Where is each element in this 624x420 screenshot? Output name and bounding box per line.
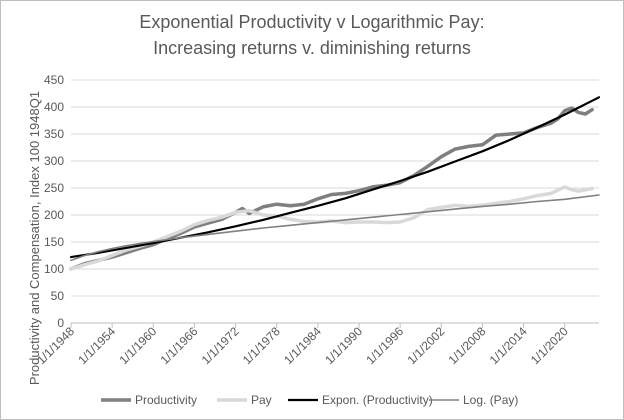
x-tick-label-2002: 1/1/2002	[404, 324, 447, 367]
x-tick-label-2020: 1/1/2020	[528, 324, 571, 367]
y-tick-label-200: 200	[44, 208, 64, 222]
x-tick-label-1978: 1/1/1978	[240, 324, 283, 367]
y-tick-label-250: 250	[44, 181, 64, 195]
x-tick-label-1966: 1/1/1966	[158, 324, 201, 367]
x-tick-label-1984: 1/1/1984	[281, 324, 324, 367]
y-axis-label: Productivity and Compensation, Index 100…	[27, 91, 42, 385]
series-pay	[69, 185, 594, 271]
chart-title: Exponential Productivity v Logarithmic P…	[139, 12, 484, 58]
chart-title-line-1: Exponential Productivity v Logarithmic P…	[139, 12, 484, 32]
y-tick-label-300: 300	[44, 154, 64, 168]
series-expon-productivity	[69, 96, 601, 259]
x-tick-label-2014: 1/1/2014	[487, 324, 530, 367]
legend-label-expon-productivity: Expon. (Productivity)	[322, 393, 433, 407]
x-tick-label-1996: 1/1/1996	[363, 324, 406, 367]
y-tick-label-400: 400	[44, 100, 64, 114]
y-tick-label-450: 450	[44, 73, 64, 87]
x-tick-label-1972: 1/1/1972	[199, 324, 242, 367]
x-tick-label-1960: 1/1/1960	[116, 324, 159, 367]
y-tick-label-50: 50	[51, 289, 65, 303]
legend: Productivity Pay Expon. (Productivity) Log.…	[101, 393, 518, 407]
x-tick-label-2008: 1/1/2008	[446, 324, 489, 367]
chart-title-line-2: Increasing returns v. diminishing return…	[153, 38, 471, 58]
x-tick-label-1954: 1/1/1954	[75, 324, 118, 367]
y-tick-label-150: 150	[44, 235, 64, 249]
y-axis-ticks: 0 50 100 150 200 250 300 350 400 450	[44, 73, 64, 330]
legend-label-log-pay: Log. (Pay)	[463, 393, 518, 407]
legend-label-pay: Pay	[251, 393, 272, 407]
y-tick-label-0: 0	[57, 316, 64, 330]
y-tick-label-100: 100	[44, 262, 64, 276]
legend-label-productivity: Productivity	[135, 393, 197, 407]
x-axis-ticks: 1/1/19481/1/19541/1/19601/1/19661/1/1972…	[34, 323, 571, 367]
series-log-pay	[70, 194, 600, 262]
series-lines	[69, 96, 601, 271]
y-tick-label-350: 350	[44, 127, 64, 141]
x-tick-label-1990: 1/1/1990	[322, 324, 365, 367]
